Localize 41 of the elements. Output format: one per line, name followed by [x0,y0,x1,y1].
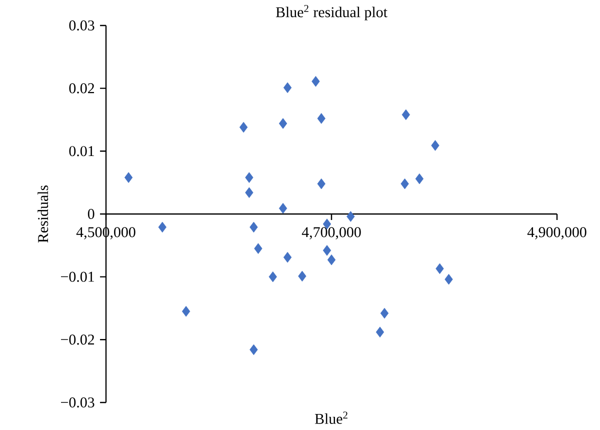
point [268,271,277,282]
x-tick-label: 4,700,000 [302,226,361,240]
y-tick-label: −0.01 [61,271,94,282]
point [327,254,336,265]
y-tick-label: 0.03 [69,20,94,30]
point [298,270,306,282]
point [182,306,190,317]
point [317,112,326,124]
point [402,109,410,120]
y-tick-label: 0.01 [69,146,94,156]
y-tick-label: −0.02 [61,334,94,344]
point [278,118,288,129]
x-axis-title: Blue$^{2}$ [314,411,348,424]
point [400,178,409,189]
point [245,172,254,183]
point [278,202,288,214]
y-tick-label: 0 [88,208,94,219]
point [436,263,444,274]
point [322,244,332,256]
point [444,274,453,284]
point [245,186,254,198]
point [124,172,133,183]
point [283,252,292,262]
y-axis-title: Residuals [38,185,48,242]
point [312,76,320,87]
point [317,178,326,189]
y-tick-label: −0.03 [61,397,94,408]
point [250,222,258,232]
point [415,173,424,184]
point [283,82,292,93]
point [346,210,355,222]
point [158,222,166,232]
point [380,308,389,318]
x-tick-label: 4,900,000 [527,226,586,240]
point [376,326,384,338]
chart-title: Blue$^{2}$ residual plot [276,4,388,20]
point [239,122,248,132]
y-tick-label: 0.02 [69,82,94,94]
point [431,140,440,151]
point [250,344,258,355]
point [254,242,262,254]
